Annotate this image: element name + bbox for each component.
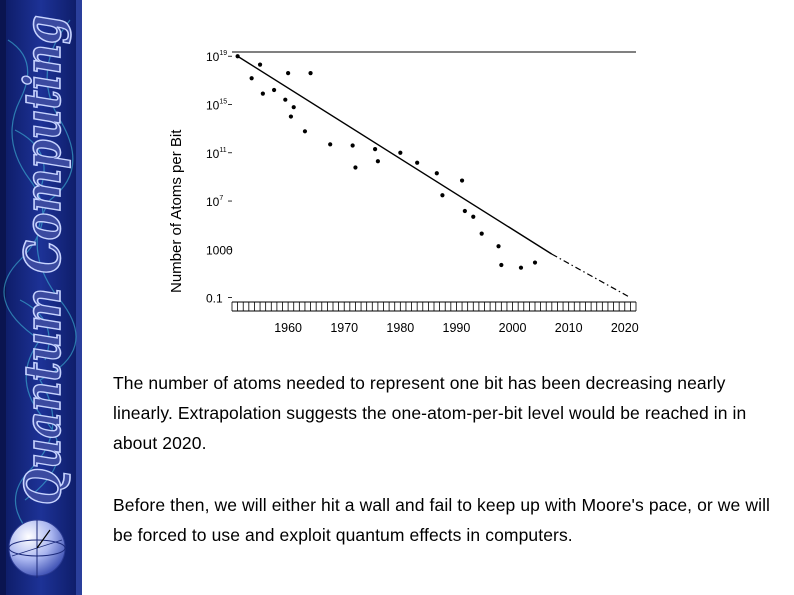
- y-tick-label: 1015: [206, 98, 227, 112]
- data-point: [372, 147, 378, 152]
- data-point: [415, 160, 420, 165]
- x-tick-label: 1990: [443, 321, 471, 335]
- sidebar-title: Quantum Computing: [13, 15, 72, 505]
- x-tick-label: 1960: [274, 321, 302, 335]
- chart-axes: [228, 51, 637, 312]
- trend-line-solid: [237, 55, 553, 255]
- y-tick-label: 1011: [206, 147, 227, 161]
- data-point: [302, 129, 308, 134]
- data-point: [496, 244, 501, 249]
- data-point: [434, 171, 439, 176]
- atoms-per-bit-chart: 1960 1970 1980 1990 2000 2010 2020 1019 1015 1011…: [206, 50, 639, 335]
- x-tick-label: 2020: [611, 321, 639, 335]
- data-point: [462, 208, 467, 214]
- data-point: [291, 105, 296, 110]
- quantum-computing-sidebar: Quantum Computing: [0, 0, 82, 595]
- paragraph-trend: The number of atoms needed to represent …: [113, 373, 747, 453]
- paragraph-conclusion: Before then, we will either hit a wall a…: [113, 495, 771, 545]
- data-point: [235, 54, 240, 59]
- y-axis-label: Number of Atoms per Bit: [168, 129, 185, 293]
- y-tick-label: 0.1: [206, 292, 223, 306]
- y-tick-label: 1000: [206, 243, 233, 257]
- data-point: [471, 214, 476, 219]
- data-point: [249, 76, 254, 81]
- x-tick-label: 1970: [330, 321, 358, 335]
- data-point: [328, 142, 333, 147]
- x-tick-label: 1980: [386, 321, 414, 335]
- data-point: [260, 91, 265, 96]
- data-point: [353, 165, 358, 170]
- data-point: [375, 159, 380, 164]
- data-point: [286, 70, 291, 76]
- trend-line-extrapolated: [551, 253, 631, 299]
- data-point: [288, 114, 294, 119]
- data-point: [499, 262, 504, 268]
- y-tick-label: 107: [206, 195, 223, 209]
- x-tick-label: 2010: [555, 321, 583, 335]
- data-point: [271, 87, 277, 93]
- data-point: [350, 143, 355, 148]
- bloch-sphere-icon: [8, 519, 66, 578]
- data-point: [283, 97, 288, 102]
- data-point: [308, 70, 313, 76]
- data-point: [459, 178, 465, 183]
- data-point: [440, 193, 445, 198]
- data-point: [479, 231, 484, 236]
- y-tick-label: 1019: [206, 50, 227, 64]
- data-point: [518, 265, 524, 270]
- data-point: [532, 260, 538, 265]
- x-tick-label: 2000: [499, 321, 527, 335]
- data-point: [257, 62, 263, 67]
- data-point: [398, 150, 403, 155]
- y-axis-label-wrap: Number of Atoms per Bit: [168, 129, 185, 293]
